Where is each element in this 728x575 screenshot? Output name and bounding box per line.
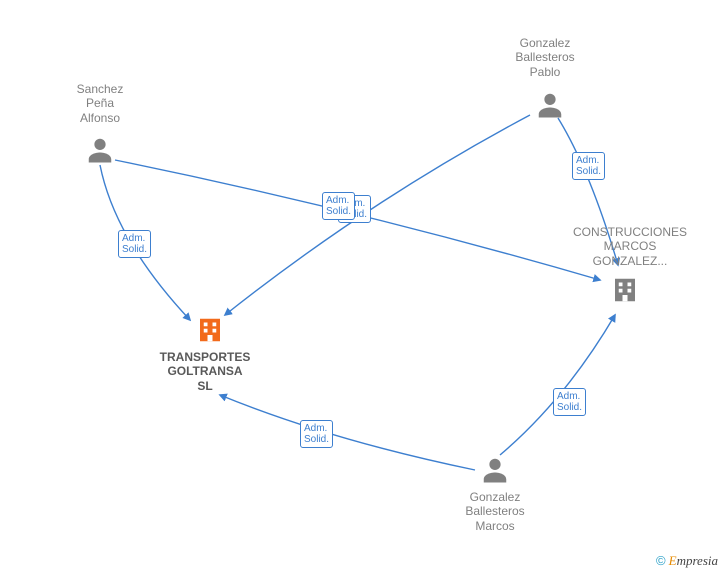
node-label: TRANSPORTES GOLTRANSA SL [150, 350, 260, 393]
node-label: CONSTRUCCIONES MARCOS GONZALEZ... [560, 225, 700, 268]
diagram-canvas: Sanchez Peña Alfonso Gonzalez Ballesteros… [0, 0, 728, 575]
node-label: Gonzalez Ballesteros Pablo [500, 36, 590, 79]
edge-label: Adm. Solid. [322, 192, 355, 220]
copyright-symbol: © [656, 553, 666, 568]
edge-label: Adm. Solid. [300, 420, 333, 448]
edge-label: Adm. Solid. [553, 388, 586, 416]
building-icon[interactable] [610, 275, 640, 310]
node-label: Gonzalez Ballesteros Marcos [450, 490, 540, 533]
person-icon[interactable] [85, 135, 115, 170]
edge-line [225, 115, 530, 315]
building-icon[interactable] [195, 315, 225, 350]
edge-label: Adm. Solid. [118, 230, 151, 258]
edge-label: Adm. Solid. [572, 152, 605, 180]
footer-branding: ©Empresia [656, 553, 718, 569]
node-label: Sanchez Peña Alfonso [60, 82, 140, 125]
brand-first-letter: E [669, 553, 677, 568]
edge-line [220, 395, 475, 470]
person-icon[interactable] [480, 455, 510, 490]
person-icon[interactable] [535, 90, 565, 125]
brand-rest: mpresia [677, 553, 718, 568]
edge-line [500, 315, 615, 455]
